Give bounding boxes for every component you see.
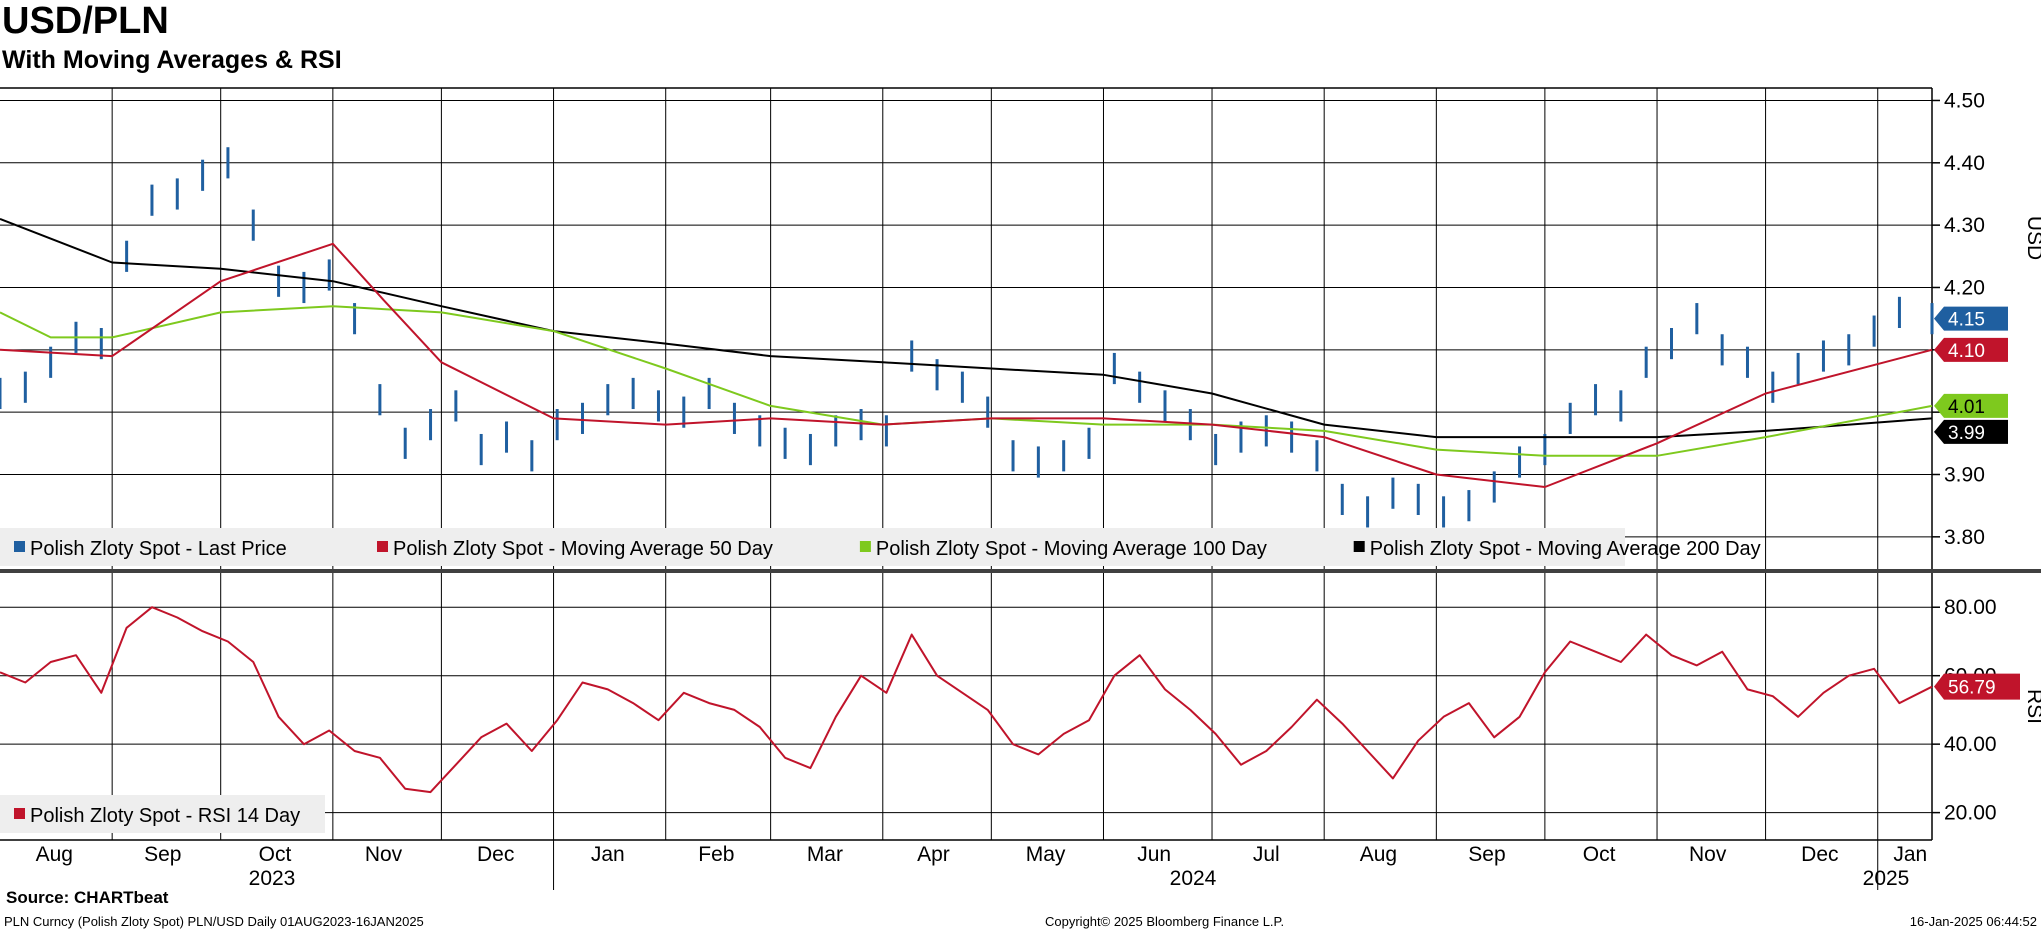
x-month-label: May [1026, 843, 1066, 866]
x-month-label: Nov [365, 843, 403, 866]
rsi-line [0, 606, 1933, 794]
chart-subtitle: With Moving Averages & RSI [2, 46, 342, 74]
x-month-label: Nov [1689, 843, 1727, 866]
price-tick-label: 4.50 [1944, 89, 1985, 112]
x-year-label: 2024 [1170, 867, 1217, 890]
x-month-label: Oct [1583, 843, 1616, 866]
rsi-last-value-label: 56.79 [1948, 678, 1996, 699]
legend-swatch [14, 808, 25, 819]
x-month-label: Jun [1137, 843, 1171, 866]
x-month-label: Aug [1360, 843, 1397, 866]
rsi-legend-box [0, 795, 325, 833]
legend-label: Polish Zloty Spot - RSI 14 Day [30, 805, 300, 827]
last-value-tag [1934, 419, 2008, 444]
last-value-label: 4.15 [1948, 310, 1985, 331]
copyright-text: Copyright© 2025 Bloomberg Finance L.P. [1045, 914, 1285, 929]
ticker-info: PLN Curncy (Polish Zloty Spot) PLN/USD D… [4, 914, 424, 929]
x-month-label: Dec [1801, 843, 1838, 866]
chart-title: USD/PLN [2, 0, 169, 42]
last-value-tag [1934, 337, 2008, 362]
price-tick-label: 3.90 [1944, 463, 1985, 486]
x-month-label: Sep [1468, 843, 1505, 866]
ma200-line [0, 217, 1933, 439]
x-month-label: Dec [477, 843, 514, 866]
x-month-label: Feb [698, 843, 734, 866]
x-month-label: Oct [259, 843, 292, 866]
ma50-line [0, 242, 1933, 488]
legend-label: Polish Zloty Spot - Moving Average 100 D… [876, 538, 1267, 560]
last-value-tag [1934, 306, 2008, 331]
x-month-label: Jan [1893, 843, 1927, 866]
price-tick-label: 4.20 [1944, 276, 1985, 299]
legend-swatch [1353, 541, 1365, 552]
chart-canvas: 3.803.904.204.304.404.5020.0040.0060.008… [0, 87, 2041, 890]
x-month-label: Apr [917, 843, 950, 866]
last-value-tag [1934, 393, 2008, 418]
legend-swatch [859, 541, 871, 552]
price-tick-label: 4.30 [1944, 214, 1985, 237]
x-month-label: Aug [36, 843, 73, 866]
x-month-label: Jul [1253, 843, 1280, 866]
x-year-label: 2025 [1863, 867, 1910, 890]
x-month-label: Sep [144, 843, 181, 866]
rsi-last-value-tag [1934, 673, 2020, 700]
last-value-label: 4.10 [1948, 341, 1985, 362]
last-value-label: 4.01 [1948, 397, 1985, 418]
legend-label: Polish Zloty Spot - Moving Average 50 Da… [393, 538, 773, 560]
legend-label: Polish Zloty Spot - Moving Average 200 D… [1370, 538, 1761, 560]
x-month-label: Jan [591, 843, 625, 866]
source-label: Source: CHARTbeat [6, 888, 169, 907]
legend-label: Polish Zloty Spot - Last Price [30, 538, 287, 560]
x-month-label: Mar [807, 843, 843, 866]
legend-swatch [377, 541, 388, 552]
rsi-tick-label: 40.00 [1944, 733, 1997, 756]
rsi-tick-label: 80.00 [1944, 596, 1997, 619]
price-axis-label: USD [2023, 216, 2041, 260]
rsi-tick-label: 20.00 [1944, 802, 1997, 825]
x-year-label: 2023 [249, 867, 296, 890]
ma100-line [0, 305, 1933, 457]
price-tick-label: 4.40 [1944, 152, 1985, 175]
price-tick-label: 3.80 [1944, 526, 1985, 549]
timestamp: 16-Jan-2025 06:44:52 [1909, 914, 2037, 929]
last-value-label: 3.99 [1948, 423, 1985, 444]
rsi-axis-label: RSI [2023, 689, 2041, 724]
legend-swatch [14, 541, 25, 552]
